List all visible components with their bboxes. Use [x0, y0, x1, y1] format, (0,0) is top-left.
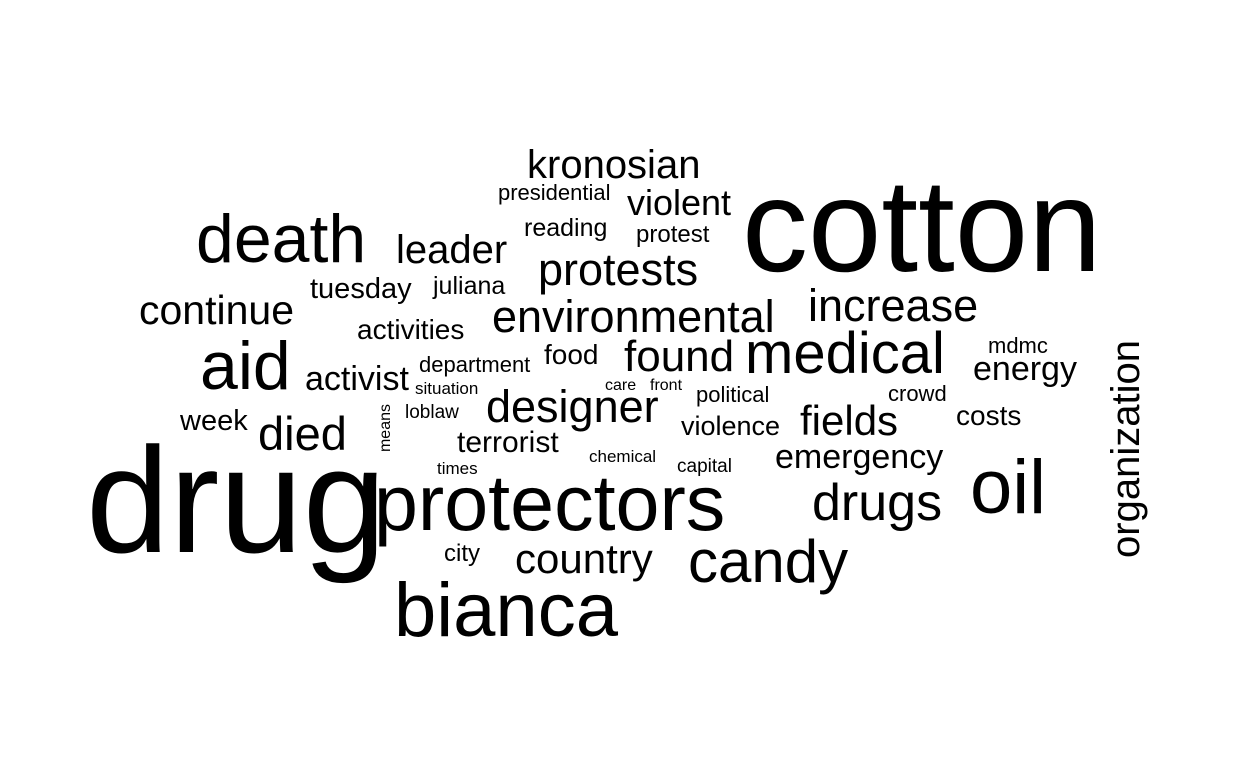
word-violent: violent	[627, 182, 732, 223]
word-tuesday: tuesday	[310, 273, 412, 305]
word-oil: oil	[970, 445, 1047, 530]
word-chemical: chemical	[589, 447, 657, 466]
word-death: death	[196, 201, 367, 277]
word-protectors: protectors	[374, 458, 726, 547]
word-drug: drug	[86, 416, 387, 584]
word-organization: organization	[1104, 340, 1148, 558]
word-found: found	[624, 332, 735, 381]
word-front: front	[650, 377, 683, 394]
word-cotton: cotton	[742, 152, 1102, 299]
word-designer: designer	[486, 381, 659, 432]
word-terrorist: terrorist	[457, 426, 559, 459]
word-care: care	[605, 377, 637, 394]
word-department: department	[419, 352, 531, 377]
word-bianca: bianca	[394, 568, 618, 653]
word-drugs: drugs	[812, 474, 943, 532]
word-reading: reading	[524, 214, 608, 242]
word-week: week	[180, 405, 248, 437]
word-times: times	[437, 459, 478, 478]
word-increase: increase	[808, 280, 979, 331]
word-protests: protests	[538, 244, 699, 295]
word-leader: leader	[396, 228, 508, 272]
word-mdmc: mdmc	[988, 333, 1048, 358]
word-loblaw: loblaw	[405, 402, 459, 423]
word-continue: continue	[139, 287, 295, 333]
word-activist: activist	[305, 360, 409, 398]
word-capital: capital	[677, 456, 732, 477]
word-juliana: juliana	[433, 272, 506, 300]
word-means: means	[377, 404, 394, 453]
word-political: political	[696, 382, 770, 407]
word-violence: violence	[681, 411, 781, 441]
word-city: city	[444, 540, 480, 567]
word-activities: activities	[357, 314, 465, 345]
word-aid: aid	[200, 328, 291, 404]
word-fields: fields	[800, 397, 899, 444]
word-presidential: presidential	[498, 180, 611, 205]
word-kronosian: kronosian	[527, 143, 701, 187]
word-situation: situation	[415, 379, 479, 398]
word-protest: protest	[636, 221, 710, 248]
word-costs: costs	[956, 400, 1022, 431]
word-energy: energy	[973, 350, 1077, 388]
word-died: died	[258, 407, 347, 460]
word-country: country	[515, 535, 653, 582]
word-environmental: environmental	[492, 291, 775, 342]
word-crowd: crowd	[888, 381, 947, 406]
word-food: food	[544, 339, 599, 370]
word-candy: candy	[688, 528, 849, 595]
word-medical: medical	[745, 321, 945, 386]
word-emergency: emergency	[775, 438, 944, 476]
